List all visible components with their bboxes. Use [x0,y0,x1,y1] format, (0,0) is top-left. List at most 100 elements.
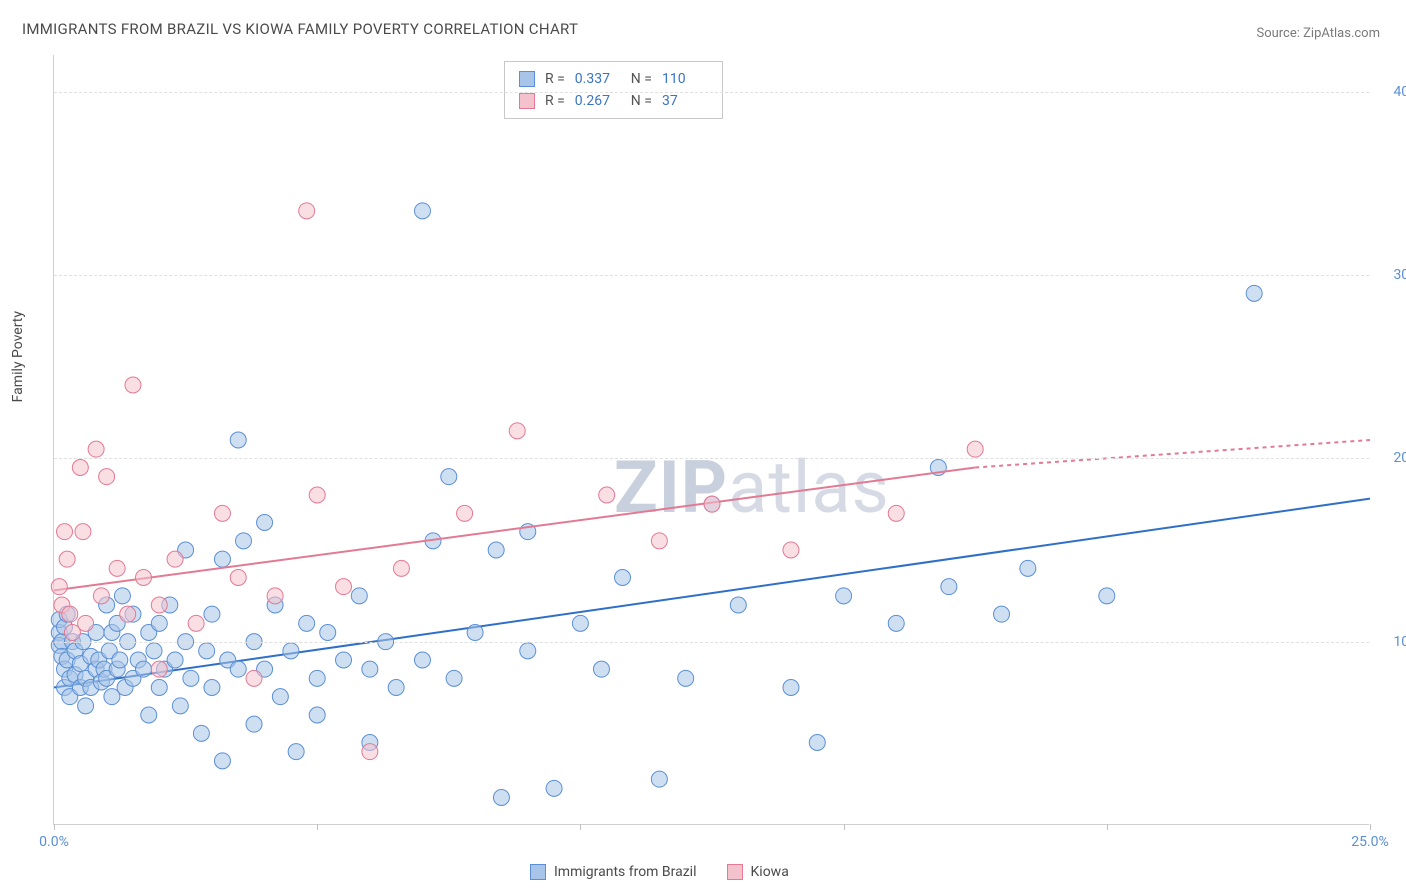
data-point [246,716,262,732]
data-point [199,643,215,659]
swatch-icon [519,93,535,109]
data-point [151,661,167,677]
grid-line [54,458,1369,459]
correlation-legend: R = 0.337 N = 110 R = 0.267 N = 37 [504,61,723,119]
source-attribution: Source: ZipAtlas.com [1256,26,1380,41]
data-point [467,625,483,641]
swatch-icon [727,864,743,880]
n-value-2: 37 [662,90,708,112]
data-point [109,560,125,576]
x-tick [54,824,55,830]
data-point [809,735,825,751]
data-point [167,652,183,668]
data-point [888,615,904,631]
data-point [57,524,73,540]
data-point [135,570,151,586]
x-tick [1370,824,1371,830]
data-point [351,588,367,604]
data-point [730,597,746,613]
data-point [135,661,151,677]
data-point [88,441,104,457]
data-point [93,588,109,604]
data-point [125,377,141,393]
data-point [151,680,167,696]
data-point [572,615,588,631]
data-point [114,588,130,604]
n-label: N = [631,90,652,112]
data-point [214,505,230,521]
data-point [678,670,694,686]
data-point [593,661,609,677]
y-tick-label: 10.0% [1393,634,1406,650]
data-point [236,533,252,549]
legend-item-series1: Immigrants from Brazil [530,864,697,880]
legend-label: Immigrants from Brazil [554,864,697,880]
data-point [204,680,220,696]
data-point [1246,285,1262,301]
data-point [78,615,94,631]
y-axis-label: Family Poverty [10,311,26,402]
x-tick-label: 25.0% [1351,834,1389,850]
data-point [204,606,220,622]
data-point [599,487,615,503]
data-point [151,597,167,613]
data-point [230,570,246,586]
data-point [888,505,904,521]
data-point [246,670,262,686]
x-tick [844,824,845,830]
plot-area: ZIPatlas R = 0.337 N = 110 R = 0.267 N =… [53,55,1369,825]
legend-label: Kiowa [751,864,789,880]
data-point [72,460,88,476]
data-point [836,588,852,604]
data-point [1099,588,1115,604]
data-point [520,643,536,659]
data-point [214,551,230,567]
data-point [283,643,299,659]
data-point [488,542,504,558]
series-legend: Immigrants from Brazil Kiowa [530,864,789,880]
data-point [167,551,183,567]
data-point [62,606,78,622]
y-tick-label: 40.0% [1393,84,1406,100]
data-point [457,505,473,521]
data-point [99,469,115,485]
data-point [615,570,631,586]
data-point [967,441,983,457]
n-value-1: 110 [662,68,708,90]
data-point [146,643,162,659]
data-point [704,496,720,512]
data-point [509,423,525,439]
data-point [414,652,430,668]
data-point [267,588,283,604]
legend-row-series1: R = 0.337 N = 110 [519,68,708,90]
data-point [1020,560,1036,576]
y-tick-label: 20.0% [1393,450,1406,466]
data-point [336,652,352,668]
r-label: R = [545,90,565,112]
grid-line [54,275,1369,276]
data-point [51,579,67,595]
data-point [272,689,288,705]
data-point [141,707,157,723]
data-point [941,579,957,595]
data-point [75,524,91,540]
data-point [172,698,188,714]
data-point [257,515,273,531]
data-point [193,725,209,741]
legend-row-series2: R = 0.267 N = 37 [519,90,708,112]
data-point [151,615,167,631]
trend-line-extrapolated [975,440,1370,468]
data-point [188,615,204,631]
data-point [994,606,1010,622]
x-tick-label: 0.0% [39,834,69,850]
grid-line [54,92,1369,93]
data-point [393,560,409,576]
y-tick-label: 30.0% [1393,267,1406,283]
data-point [288,744,304,760]
r-value-1: 0.337 [575,68,621,90]
data-point [120,606,136,622]
data-point [414,203,430,219]
legend-item-series2: Kiowa [727,864,789,880]
x-tick [1107,824,1108,830]
data-point [388,680,404,696]
